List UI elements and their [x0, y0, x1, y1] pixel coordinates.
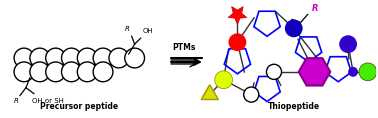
Circle shape: [229, 33, 246, 51]
Circle shape: [77, 48, 97, 68]
Text: R: R: [14, 98, 19, 103]
Circle shape: [46, 62, 65, 82]
Circle shape: [348, 67, 358, 77]
Circle shape: [30, 62, 50, 82]
Polygon shape: [299, 58, 330, 86]
Circle shape: [14, 62, 34, 82]
Text: PTMs: PTMs: [172, 43, 196, 52]
Circle shape: [339, 35, 357, 53]
Text: Precursor peptide: Precursor peptide: [40, 102, 118, 111]
Circle shape: [109, 48, 129, 68]
Circle shape: [46, 48, 65, 68]
Circle shape: [93, 48, 113, 68]
Circle shape: [77, 62, 97, 82]
Circle shape: [30, 48, 50, 68]
Circle shape: [14, 48, 34, 68]
Circle shape: [125, 48, 144, 68]
Text: Thiopeptide: Thiopeptide: [268, 102, 320, 111]
Circle shape: [215, 71, 232, 89]
Polygon shape: [228, 6, 247, 24]
Text: R: R: [125, 26, 130, 32]
Text: R: R: [311, 4, 318, 13]
Text: OH or SH: OH or SH: [32, 98, 64, 103]
Circle shape: [285, 19, 303, 37]
Circle shape: [359, 63, 377, 81]
Circle shape: [93, 62, 113, 82]
Circle shape: [266, 64, 282, 79]
Circle shape: [62, 62, 81, 82]
Circle shape: [244, 87, 259, 102]
Circle shape: [62, 48, 81, 68]
Polygon shape: [201, 85, 218, 99]
Text: OH: OH: [143, 28, 153, 34]
